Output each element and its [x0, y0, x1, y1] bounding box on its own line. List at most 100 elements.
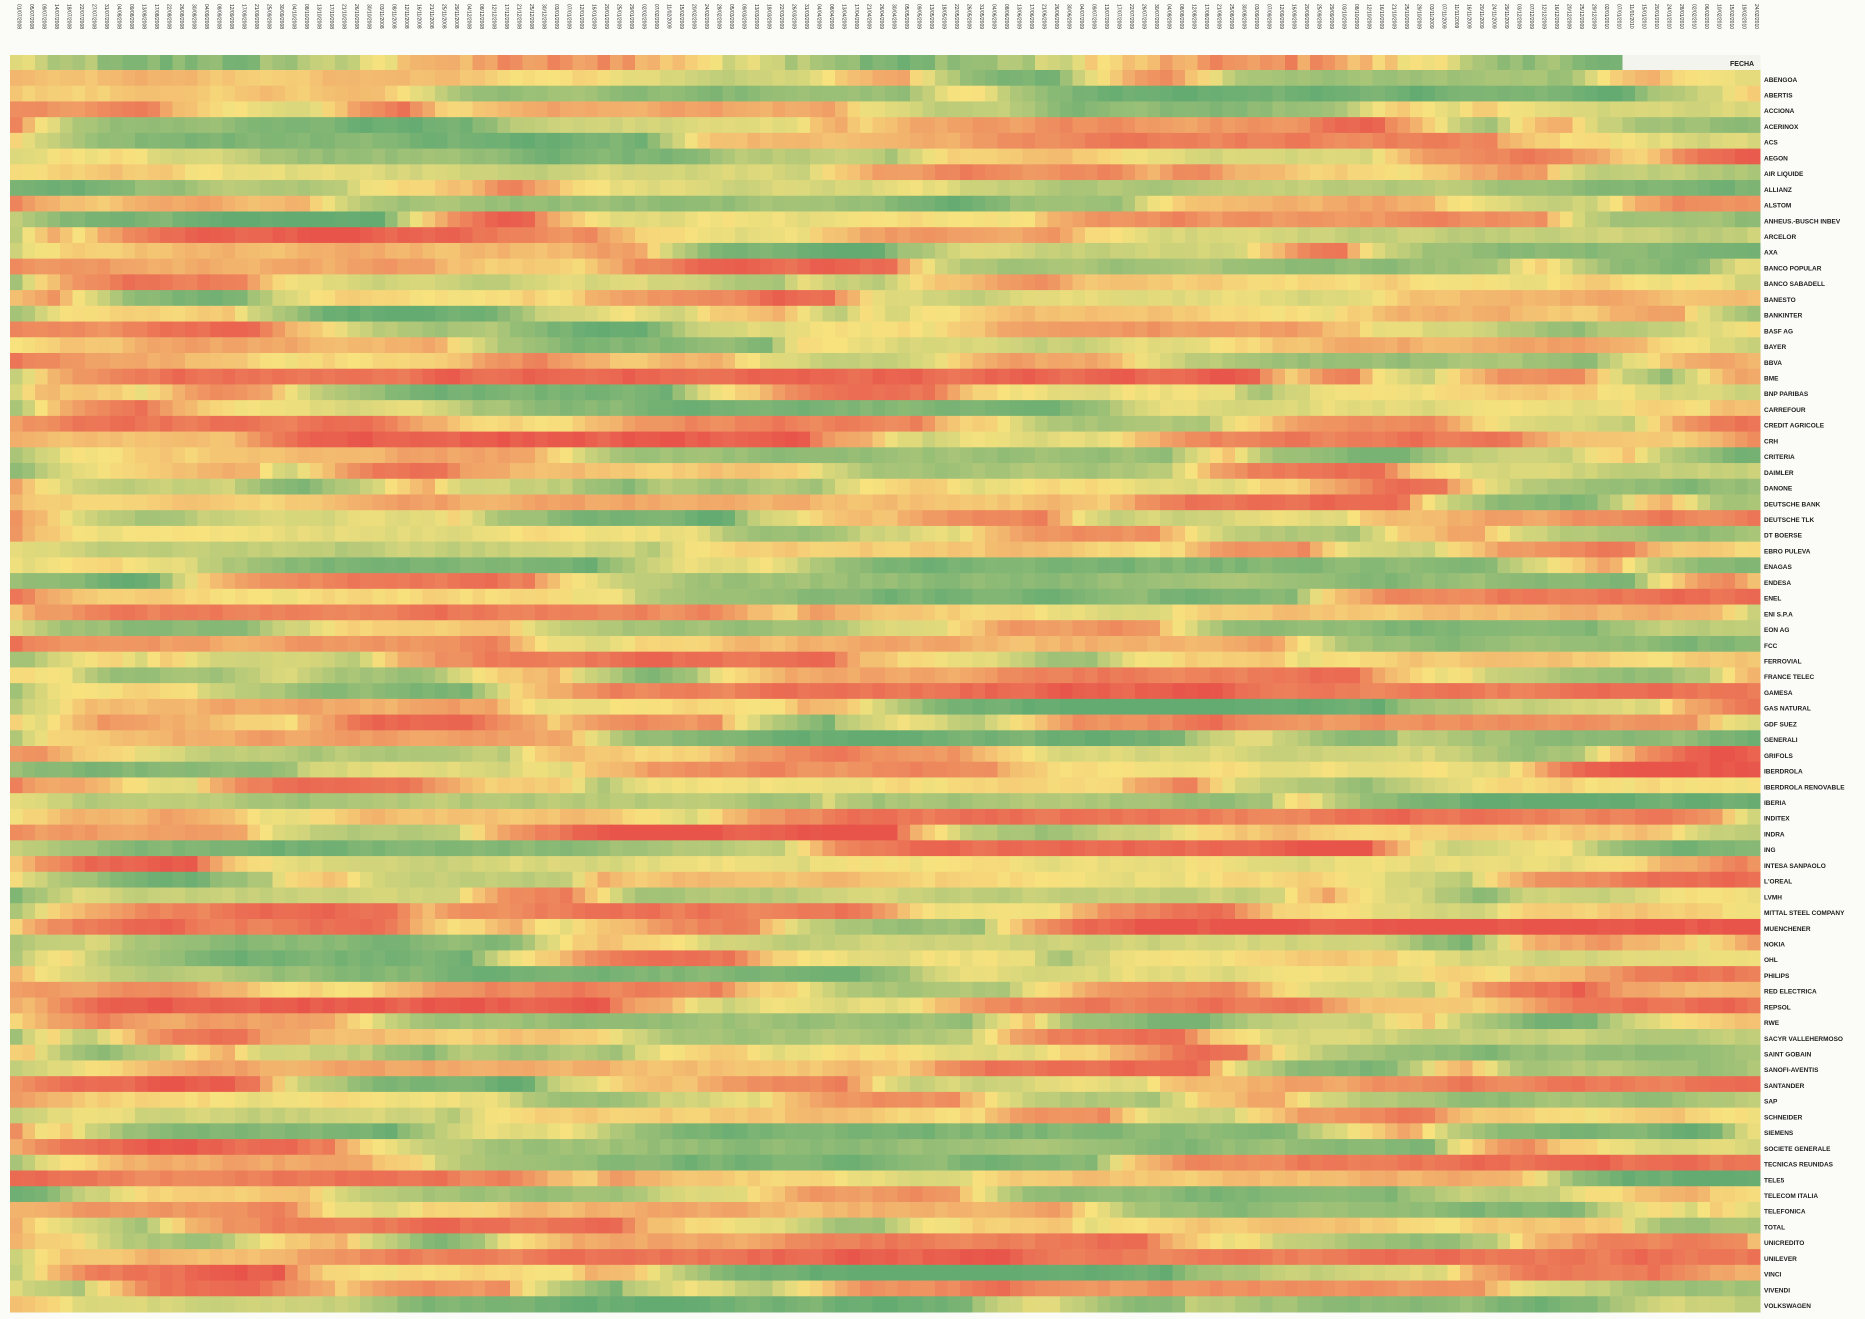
heatmap-cell	[85, 195, 98, 212]
heatmap-cell	[1247, 132, 1261, 150]
heatmap-cell	[297, 510, 311, 527]
heatmap-cell	[310, 431, 323, 448]
heatmap-cell	[460, 447, 473, 464]
heatmap-cell	[772, 290, 786, 307]
heatmap-cell	[1522, 85, 1536, 102]
heatmap-cell	[1172, 274, 1186, 291]
heatmap-cell	[1660, 525, 1673, 543]
heatmap-cell	[1135, 525, 1148, 543]
heatmap-cell	[835, 321, 848, 338]
heatmap-cell	[1585, 180, 1598, 197]
heatmap-cell	[1260, 242, 1273, 260]
heatmap-cell	[1472, 557, 1486, 574]
heatmap-cell	[122, 400, 136, 417]
heatmap-cell	[1235, 164, 1248, 181]
heatmap-cell	[172, 321, 186, 338]
heatmap-cell	[1510, 227, 1523, 244]
heatmap-cell	[535, 211, 548, 228]
heatmap-cell	[310, 415, 323, 433]
heatmap-cell	[1510, 415, 1523, 433]
heatmap-cell	[197, 525, 211, 543]
heatmap-cell	[1485, 164, 1498, 181]
heatmap-cell	[1310, 274, 1323, 291]
heatmap-cell	[1272, 117, 1286, 134]
heatmap-cell	[1185, 211, 1198, 228]
heatmap-cell	[110, 588, 123, 606]
heatmap-cell	[22, 384, 36, 401]
heatmap-cell	[335, 164, 348, 181]
heatmap-cell	[1372, 368, 1386, 385]
heatmap-cell	[1060, 227, 1073, 244]
heatmap-cell	[1485, 305, 1498, 323]
heatmap-cell	[997, 290, 1011, 307]
heatmap-cell	[1560, 494, 1573, 511]
heatmap-cell	[1397, 321, 1411, 338]
heatmap-cell	[285, 305, 298, 323]
heatmap-cell	[1722, 368, 1736, 385]
heatmap-cell	[1197, 70, 1211, 87]
heatmap-cell	[1560, 258, 1573, 275]
heatmap-cell	[597, 525, 611, 543]
heatmap-cell	[810, 478, 823, 495]
heatmap-cell	[872, 180, 886, 197]
heatmap-cell	[1335, 274, 1348, 291]
heatmap-cell	[560, 117, 573, 134]
heatmap-cell	[397, 70, 411, 87]
heatmap-cell	[1085, 415, 1098, 433]
heatmap-cell	[1510, 242, 1523, 260]
heatmap-cell	[110, 337, 123, 354]
heatmap-cell	[922, 352, 936, 370]
heatmap-cell	[1435, 227, 1448, 244]
heatmap-cell	[622, 510, 636, 527]
heatmap-cell	[597, 101, 611, 118]
heatmap-cell	[797, 227, 811, 244]
heatmap-cell	[1185, 337, 1198, 354]
fecha-cell	[422, 55, 436, 70]
heatmap-cell	[835, 494, 848, 511]
heatmap-cell	[1010, 368, 1023, 385]
heatmap-cell	[772, 415, 786, 433]
heatmap-cell	[997, 478, 1011, 495]
heatmap-cell	[1110, 494, 1123, 511]
heatmap-cell	[1260, 164, 1273, 181]
heatmap-cell	[122, 227, 136, 244]
fecha-cell	[360, 55, 373, 70]
heatmap-cell	[1172, 195, 1186, 212]
heatmap-cell	[260, 70, 273, 87]
heatmap-cell	[760, 478, 773, 495]
fecha-cell	[760, 55, 773, 70]
fecha-cell	[772, 55, 786, 70]
heatmap-cell	[497, 85, 511, 102]
heatmap-cell	[1410, 164, 1423, 181]
heatmap-cell	[1322, 463, 1336, 480]
heatmap-cell	[597, 321, 611, 338]
heatmap-cell	[535, 447, 548, 464]
heatmap-cell	[1585, 400, 1598, 417]
heatmap-cell	[72, 117, 86, 134]
heatmap-cell	[497, 321, 511, 338]
date-tick-label: 03/12/2009	[1516, 4, 1522, 29]
heatmap-cell	[897, 321, 911, 338]
heatmap-cell	[372, 101, 386, 118]
heatmap-cell	[1685, 337, 1698, 354]
heatmap-cell	[897, 305, 911, 323]
heatmap-cell	[110, 431, 123, 448]
heatmap-cell	[1272, 242, 1286, 260]
heatmap-cell	[297, 400, 311, 417]
heatmap-cell	[622, 242, 636, 260]
fecha-cell	[1097, 55, 1111, 70]
heatmap-cell	[1147, 148, 1161, 165]
heatmap-cell	[822, 557, 836, 574]
heatmap-cell	[585, 195, 598, 212]
heatmap-cell	[1147, 211, 1161, 228]
heatmap-cell	[1560, 573, 1573, 590]
heatmap-cell	[960, 525, 973, 543]
heatmap-cell	[1722, 463, 1736, 480]
heatmap-cell	[1372, 525, 1386, 543]
heatmap-cell	[897, 195, 911, 212]
heatmap-cell	[1560, 368, 1573, 385]
heatmap-cell	[435, 305, 448, 323]
heatmap-cell	[797, 494, 811, 511]
heatmap-cell	[385, 541, 398, 558]
heatmap-cell	[247, 557, 261, 574]
